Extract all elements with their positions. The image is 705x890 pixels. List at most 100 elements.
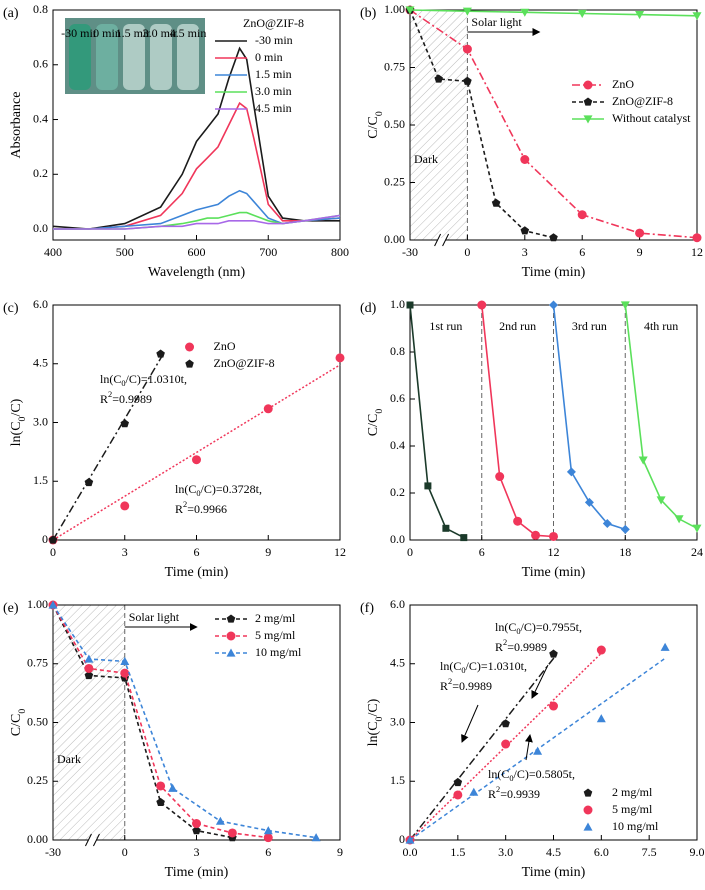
marker [405,6,415,15]
marker [674,515,684,524]
marker [583,822,593,831]
y-tick-label: 6.0 [33,297,48,311]
marker [620,524,630,534]
x-tick-label: 18 [619,545,631,559]
x-tick-label: -30 [402,245,418,259]
inset-label: 1.5 min [116,26,153,40]
y-axis-label-part: ln(C [366,721,381,746]
marker [583,788,593,797]
run-label: 4th run [644,319,678,333]
y-tick-label: 4.5 [390,656,405,670]
marker [583,80,593,90]
y-tick-label: 1.0 [390,297,405,311]
x-tick-label: 800 [331,245,349,259]
fit-equation: ln(C0/C)=1.0310t, [440,659,527,676]
marker [660,642,670,651]
x-tick-label: 0 [464,245,470,259]
y-tick-label: 0.50 [27,714,48,728]
y-tick-label: 3.0 [390,714,405,728]
fit-r2: R2=0.9989 [440,677,492,692]
fit-line [52,354,164,541]
fit-equation-part: /C)=1.0310t, [126,372,187,386]
fit-equation-part: ln(C [100,372,121,386]
marker [192,826,201,835]
legend-label: ZnO@ZIF-8 [214,356,275,370]
axis-break [93,833,100,847]
marker [120,501,130,511]
marker [596,714,606,723]
fit-equation-part: /C)=0.5805t, [514,767,575,781]
x-tick-label: 3 [194,845,200,859]
y-tick-label: 4.5 [33,356,48,370]
series-line [481,304,554,538]
legend-label: 5 mg/ml [255,628,296,642]
marker [156,781,166,791]
y-tick-label: 0.0 [33,221,48,235]
y-axis-label: C/C0 [9,709,28,737]
x-tick-label: 12 [334,545,346,559]
x-tick-label: 700 [259,245,277,259]
y-tick-label: 0.00 [384,232,405,246]
fit-equation-part: ln(C [495,620,516,634]
x-tick-label: 24 [691,545,703,559]
fit-line [409,653,558,841]
marker [263,404,273,414]
marker [48,535,58,544]
marker [477,300,487,310]
y-axis-label-part: C/C [366,414,381,437]
y-tick-label: 0 [42,532,48,546]
fit-line [52,364,341,541]
axis-break [85,833,92,847]
marker [424,482,432,490]
inset-label: 0 min [93,26,121,40]
fit-r2-part: R [175,502,183,516]
fit-r2-part: 2 [503,638,507,647]
marker [495,472,505,482]
x-tick-label: 6.0 [594,845,609,859]
marker [566,467,576,477]
marker [638,456,648,465]
x-tick-label: 6 [265,845,271,859]
fit-equation: ln(C0/C)=1.0310t, [100,372,187,389]
fit-equation-part: 0 [461,666,465,675]
marker [215,816,225,825]
y-axis-label-part: /C) [366,698,381,716]
dark-label: Dark [414,152,438,166]
fit-equation: ln(C0/C)=0.3728t, [175,482,262,499]
y-axis-label: ln(C0/C) [366,698,385,746]
marker [656,496,666,505]
series-line [53,189,341,230]
marker [513,516,523,526]
y-tick-label: 3.0 [33,414,48,428]
x-tick-label: 9 [337,845,343,859]
x-tick-label: 9 [265,545,271,559]
panel-label: (e) [3,601,19,616]
x-axis-label: Time (min) [165,865,229,880]
marker [549,300,558,310]
solar-label: Solar light [471,15,522,29]
marker [84,477,94,487]
marker [460,534,468,542]
marker [635,11,645,20]
fit-r2-part: 2 [496,785,500,794]
marker [520,8,530,17]
legend-title: ZnO@ZIF-8 [243,16,304,30]
series-line [53,101,341,230]
tube [177,24,199,90]
fit-r2-part: R [488,787,496,801]
panel-label: (b) [360,6,377,21]
fit-r2-part: =0.9989 [112,392,152,406]
legend-label: Without catalyst [612,111,691,125]
axis-break-gap [437,238,446,242]
marker [453,790,463,800]
y-tick-label: 1.5 [33,473,48,487]
x-tick-label: 9.0 [690,845,705,859]
marker [84,663,94,673]
marker [620,301,630,310]
marker [462,7,472,16]
x-tick-label: 6 [194,545,200,559]
marker [583,97,593,106]
y-tick-label: 0.2 [390,485,405,499]
annotation-arrow [531,664,549,699]
y-axis-label-part: 0 [374,716,385,721]
